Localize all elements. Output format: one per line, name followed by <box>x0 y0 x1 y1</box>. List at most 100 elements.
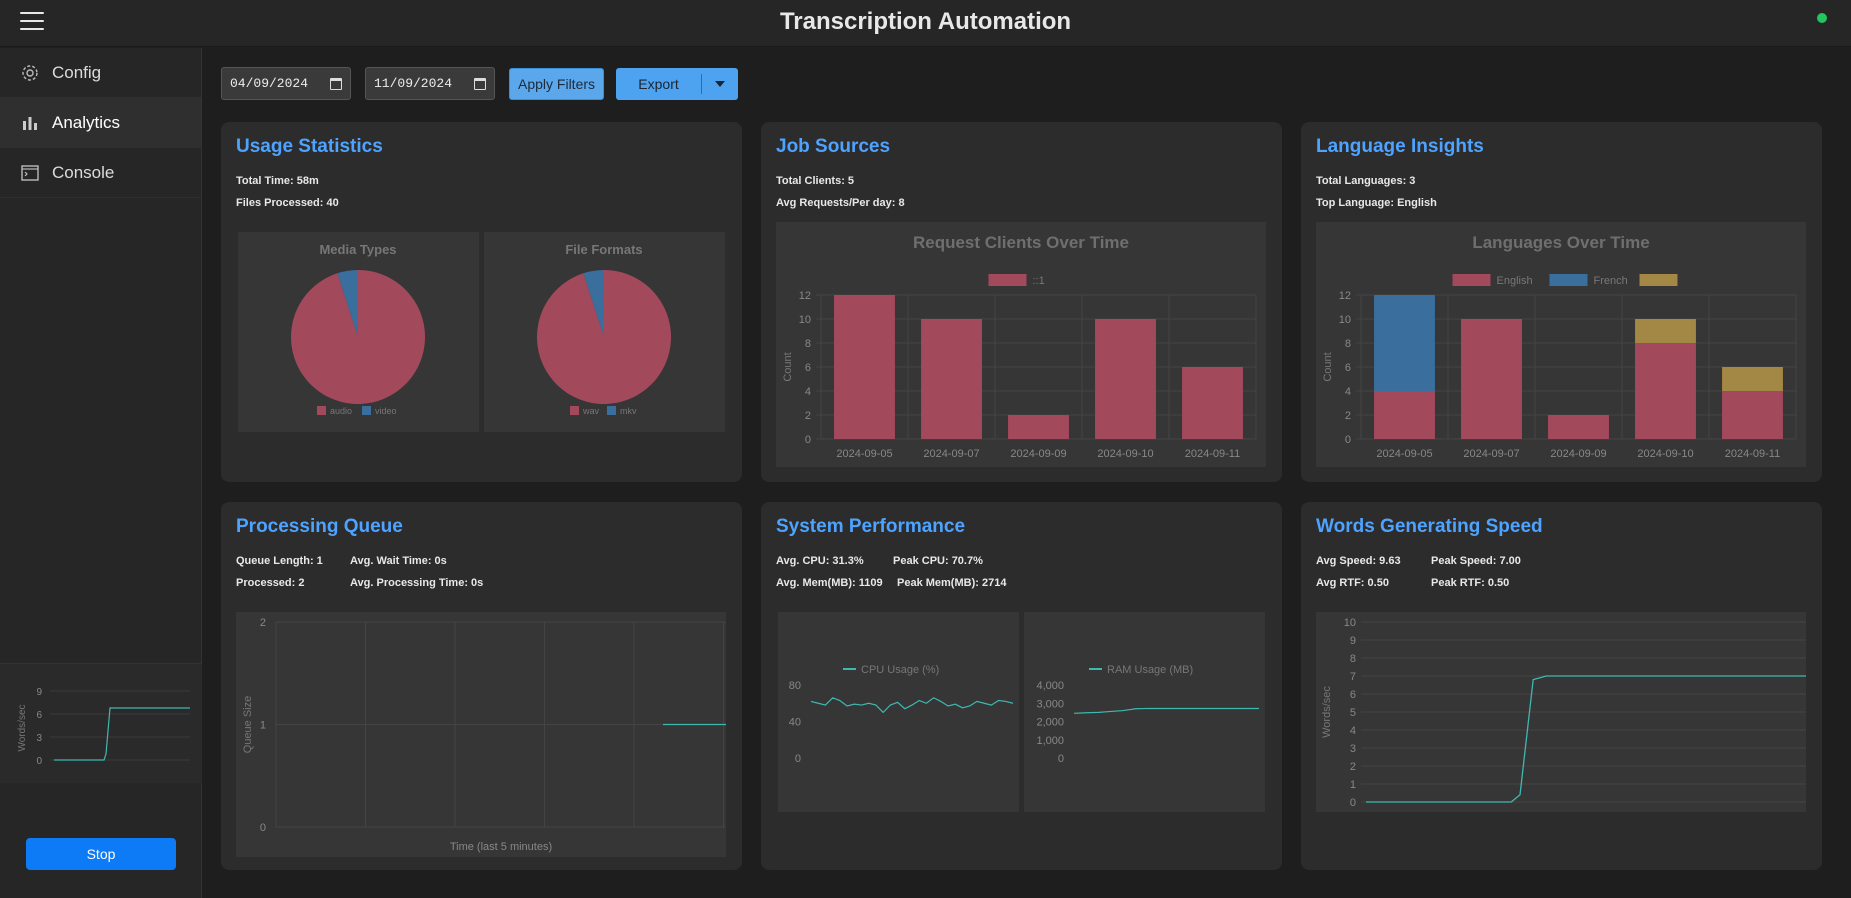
top-language-stat: Top Language: English <box>1316 197 1437 209</box>
legend-audio: audio <box>330 406 352 416</box>
bar <box>1374 295 1435 391</box>
y-tick-label: 8 <box>1350 653 1356 665</box>
words-speed-card: Words Generating Speed Avg Speed: 9.63 P… <box>1301 502 1822 870</box>
usage-line <box>810 697 1014 714</box>
export-dropdown-toggle[interactable] <box>702 80 738 87</box>
y-axis-label: Queue Size <box>242 696 254 753</box>
legend-label: French <box>1594 275 1628 287</box>
total-languages-stat: Total Languages: 3 <box>1316 175 1416 187</box>
apply-filters-button[interactable]: Apply Filters <box>509 67 605 100</box>
legend-swatch <box>1639 274 1678 286</box>
main-content: 04/09/2024 11/09/2024 Apply Filters Expo… <box>202 48 1851 898</box>
total-clients-stat: Total Clients: 5 <box>776 175 855 187</box>
total-time-stat: Total Time: 58m <box>236 175 319 187</box>
media-types-pie <box>291 270 425 404</box>
card-title: Processing Queue <box>236 516 403 537</box>
y-tick-label: 0 <box>805 434 811 446</box>
legend-swatch <box>1549 274 1588 286</box>
start-date-input[interactable]: 04/09/2024 <box>221 67 351 100</box>
pie-slice-video <box>337 270 358 337</box>
filter-bar: 04/09/2024 11/09/2024 Apply Filters Expo… <box>221 67 739 100</box>
pie-slice-audio <box>291 270 425 404</box>
y-tick-label: 8 <box>1345 338 1351 350</box>
y-tick-label: 2 <box>805 410 811 422</box>
y-tick-label: 10 <box>1339 314 1351 326</box>
y-tick-label: 7 <box>1350 671 1356 683</box>
sidebar-item-console[interactable]: Console <box>0 148 201 198</box>
bar <box>1722 367 1783 391</box>
y-tick-label: 10 <box>799 314 811 326</box>
mini-chart-ylabel: Words/sec <box>17 704 28 751</box>
app-title: Transcription Automation <box>779 8 1072 35</box>
y-tick-label: 2 <box>1350 761 1356 773</box>
y-tick-label: 6 <box>1345 362 1351 374</box>
card-title: Usage Statistics <box>236 136 383 157</box>
stop-button[interactable]: Stop <box>26 838 176 870</box>
y-tick-label: 4 <box>805 386 811 398</box>
processed-stat: Processed: 2 <box>236 577 305 589</box>
x-tick-label: 2024-09-11 <box>1725 448 1780 460</box>
usage-statistics-card: Usage Statistics Total Time: 58m Files P… <box>221 122 742 482</box>
sidebar: Config Analytics Console Words/sec 9 6 3… <box>0 48 202 898</box>
words-speed-line <box>1366 675 1806 803</box>
sidebar-item-analytics[interactable]: Analytics <box>0 98 201 148</box>
x-tick-label: 2024-09-09 <box>1010 448 1066 460</box>
y-tick-label: 2,000 <box>1036 717 1064 729</box>
bar <box>1374 391 1435 439</box>
end-date-input[interactable]: 11/09/2024 <box>365 67 495 100</box>
bar <box>1182 367 1243 439</box>
avg-speed-stat: Avg Speed: 9.63 <box>1316 555 1401 567</box>
bar <box>834 295 895 439</box>
bar <box>1722 391 1783 439</box>
pie-slice-wav <box>537 270 671 404</box>
peak-speed-stat: Peak Speed: 7.00 <box>1431 555 1521 567</box>
bar <box>1461 319 1522 439</box>
avg-rtf-stat: Avg RTF: 0.50 <box>1316 577 1389 589</box>
top-bar: Transcription Automation <box>0 0 1851 47</box>
export-button[interactable]: Export <box>616 67 739 100</box>
gear-icon <box>22 64 38 81</box>
languages-over-time-chart: Languages Over Time English French Count 0 2 4… <box>1316 222 1806 467</box>
avg-cpu-stat: Avg. CPU: 31.3% <box>776 555 864 567</box>
x-tick-label: 2024-09-10 <box>1097 448 1153 460</box>
export-label[interactable]: Export <box>616 73 703 94</box>
cpu-usage-chart: CPU Usage (%) 0 40 80 <box>778 612 1019 812</box>
x-tick-label: 2024-09-07 <box>1463 448 1519 460</box>
sidebar-item-label: Analytics <box>52 112 121 132</box>
peak-mem-stat: Peak Mem(MB): 2714 <box>897 577 1007 589</box>
words-speed-chart: 0 1 2 3 4 5 6 7 8 9 10 Words/sec <box>1316 612 1806 812</box>
y-tick-label: 3,000 <box>1036 698 1064 710</box>
mini-tick: 9 <box>36 687 42 698</box>
peak-rtf-stat: Peak RTF: 0.50 <box>1431 577 1510 589</box>
file-formats-title: File Formats <box>565 242 642 257</box>
start-date-value: 04/09/2024 <box>230 76 309 91</box>
ram-usage-chart: RAM Usage (MB) 0 1,000 2,000 3,000 4,000 <box>1024 612 1265 812</box>
y-tick-label: 1 <box>260 720 266 732</box>
y-tick-label: 2 <box>260 617 266 629</box>
pie-slice-mkv <box>583 270 604 337</box>
x-tick-label: 2024-09-11 <box>1185 448 1240 460</box>
avg-processing-stat: Avg. Processing Time: 0s <box>350 577 484 589</box>
chart-title: Request Clients Over Time <box>913 233 1129 252</box>
x-tick-label: 2024-09-09 <box>1550 448 1606 460</box>
hamburger-icon[interactable] <box>20 12 44 32</box>
calendar-icon[interactable] <box>474 77 486 90</box>
chevron-down-icon <box>715 80 726 87</box>
y-tick-label: 3 <box>1350 743 1356 755</box>
legend-swatch-mkv <box>607 406 616 415</box>
bar-chart-icon <box>23 116 37 130</box>
avg-mem-stat: Avg. Mem(MB): 1109 <box>776 577 883 589</box>
legend-swatch-wav <box>570 406 579 415</box>
queue-length-stat: Queue Length: 1 <box>236 555 323 567</box>
calendar-icon[interactable] <box>330 77 342 90</box>
terminal-icon <box>21 164 39 181</box>
legend-swatch <box>988 274 1027 286</box>
y-tick-label: 4,000 <box>1036 680 1064 692</box>
y-tick-label: 4 <box>1350 725 1356 737</box>
y-tick-label: 8 <box>805 338 811 350</box>
mini-tick: 3 <box>36 733 42 744</box>
file-formats-panel: File Formats wav mkv <box>484 232 725 432</box>
x-axis-label: Time (last 5 minutes) <box>450 841 552 853</box>
sidebar-item-config[interactable]: Config <box>0 48 201 98</box>
peak-cpu-stat: Peak CPU: 70.7% <box>893 555 983 567</box>
